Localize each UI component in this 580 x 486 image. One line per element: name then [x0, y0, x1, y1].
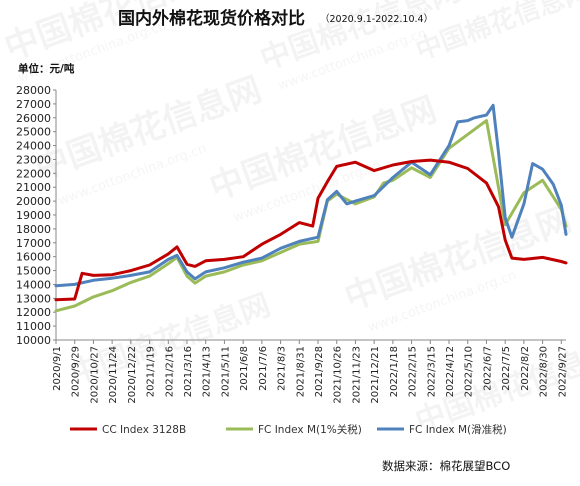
x-tick-label: 2021/5/11: [220, 346, 231, 397]
y-tick-label: 20000: [16, 195, 51, 208]
y-tick-label: 17000: [16, 237, 51, 250]
y-tick-label: 23000: [16, 153, 51, 166]
y-tick-label: 25000: [16, 126, 51, 139]
legend-label-fc-index-1pct: FC Index M(1%关税): [258, 423, 362, 436]
y-tick-label: 24000: [16, 140, 51, 153]
x-tick-label: 2022/2/15: [408, 346, 419, 397]
x-tick-label: 2021/7/6: [258, 346, 269, 391]
y-axis-unit-label: 单位：元/吨: [18, 62, 75, 75]
y-tick-label: 16000: [16, 251, 51, 264]
y-tick-label: 28000: [16, 84, 51, 97]
chart-title: 国内外棉花现货价格对比: [118, 8, 305, 29]
legend-label-cc-index: CC Index 3128B: [102, 424, 186, 436]
x-tick-label: 2022/1/18: [389, 346, 400, 397]
x-tick-label: 2021/12/21: [370, 346, 381, 404]
x-tick-label: 2021/8/31: [295, 346, 306, 397]
legend: CC Index 3128B FC Index M(1%关税) FC Index…: [70, 423, 507, 436]
x-axis-ticks: 2020/9/1 2020/9/29 2020/10/27 2020/11/24 202…: [52, 340, 568, 404]
series-line-0: [54, 158, 568, 302]
y-tick-label: 27000: [16, 98, 51, 111]
x-tick-label: 2021/3/16: [183, 346, 194, 397]
x-tick-label: 2022/3/15: [426, 346, 437, 397]
y-tick-label: 21000: [16, 181, 51, 194]
x-tick-label: 2022/7/5: [501, 346, 512, 391]
x-tick-label: 2022/6/7: [482, 346, 493, 391]
x-tick-label: 2022/9/27: [557, 346, 568, 397]
y-tick-label: 14000: [16, 278, 51, 291]
y-tick-label: 10000: [16, 334, 51, 347]
y-tick-label: 19000: [16, 209, 51, 222]
x-tick-label: 2022/8/2: [520, 346, 531, 391]
y-tick-label: 18000: [16, 223, 51, 236]
x-tick-label: 2020/11/24: [108, 346, 119, 404]
x-tick-label: 2022/8/30: [539, 346, 550, 397]
chart-subtitle: （2020.9.1-2022.10.4）: [320, 13, 433, 25]
y-tick-label: 11000: [16, 320, 51, 333]
x-tick-label: 2020/9/29: [71, 346, 82, 397]
legend-label-fc-index-sliding: FC Index M(滑准税): [409, 423, 507, 436]
series-line-2: [54, 103, 568, 288]
y-tick-label: 13000: [16, 292, 51, 305]
y-tick-label: 26000: [16, 112, 51, 125]
x-tick-label: 2021/10/26: [333, 346, 344, 404]
x-tick-label: 2020/10/27: [89, 346, 100, 404]
x-tick-label: 2022/4/12: [445, 346, 456, 397]
data-source-note: 数据来源：棉花展望BCO: [382, 459, 510, 473]
y-tick-label: 15000: [16, 265, 51, 278]
y-tick-label: 12000: [16, 306, 51, 319]
x-tick-label: 2021/6/8: [239, 346, 250, 391]
x-tick-label: 2020/9/1: [52, 346, 63, 391]
series-line-1: [54, 119, 568, 313]
x-tick-label: 2021/8/3: [277, 346, 288, 391]
x-tick-label: 2021/4/13: [202, 346, 213, 397]
series-layer: [54, 103, 568, 313]
y-axis-ticks: 1000011000120001300014000150001600017000…: [16, 84, 56, 347]
x-tick-label: 2022/5/10: [464, 346, 475, 397]
x-tick-label: 2020/12/22: [127, 346, 138, 404]
x-tick-label: 2021/1/19: [146, 346, 157, 397]
x-tick-label: 2021/2/16: [164, 346, 175, 397]
y-tick-label: 22000: [16, 167, 51, 180]
x-tick-label: 2021/9/28: [314, 346, 325, 397]
x-tick-label: 2021/11/23: [351, 346, 362, 404]
